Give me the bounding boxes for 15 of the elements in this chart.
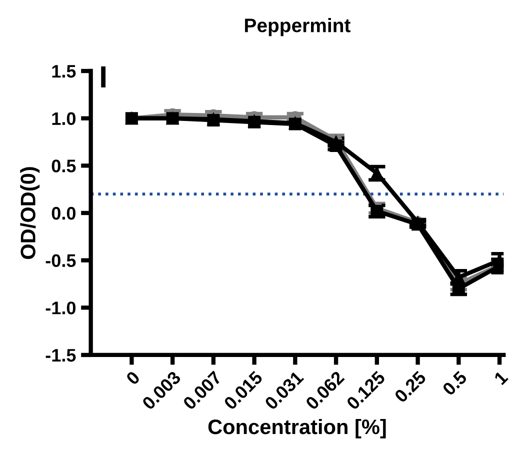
x-tick-label: 0.25 <box>394 370 427 404</box>
y-tick-label: -1.0 <box>46 302 76 314</box>
x-tick-label: 0.5 <box>442 370 468 396</box>
y-tick-label: 1.5 <box>52 65 76 78</box>
annotation: I <box>101 66 106 88</box>
y-tick-label: -0.5 <box>46 254 76 268</box>
x-tick-label: 0 <box>125 370 141 386</box>
y-tick-label: -1.5 <box>46 349 76 362</box>
y-tick-label: 0.5 <box>52 160 76 172</box>
x-axis-title: Concentration [%] <box>208 418 386 438</box>
chart-title: Peppermint <box>245 18 350 36</box>
y-axis-title: OD/OD(0) <box>20 167 40 259</box>
x-tick-label: 1 <box>494 370 508 386</box>
y-tick-label: 1.0 <box>52 112 76 126</box>
y-tick-label: 0.0 <box>52 206 76 220</box>
